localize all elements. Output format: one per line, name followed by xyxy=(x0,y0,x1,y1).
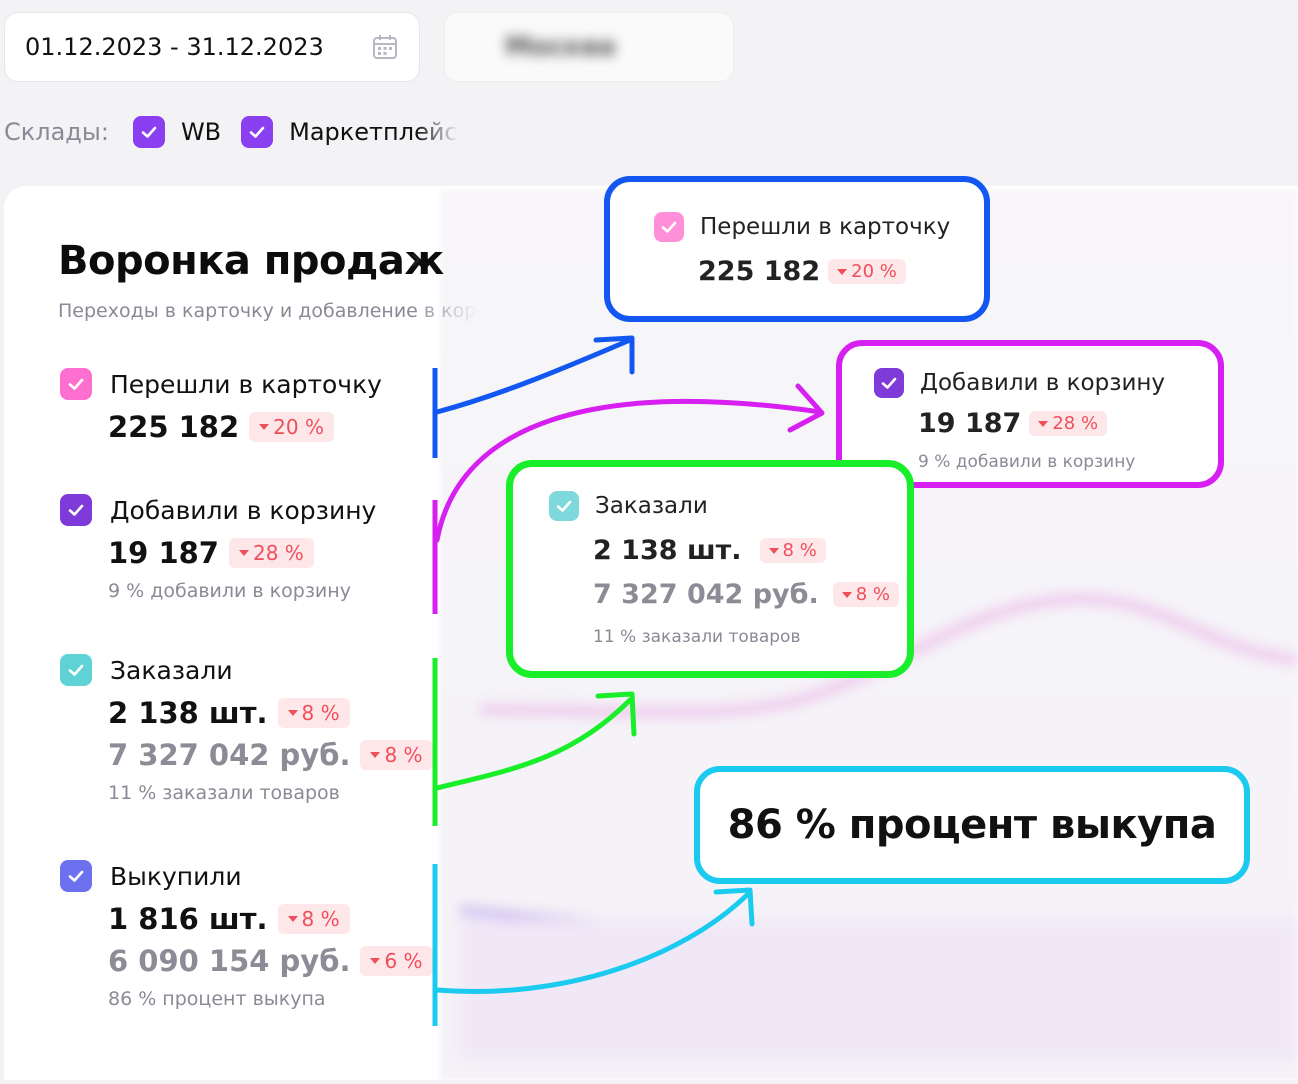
callout-value-secondary: 7 327 042 руб. xyxy=(593,579,819,610)
change-badge: 8 % xyxy=(759,538,826,563)
down-triangle-icon xyxy=(1038,420,1049,427)
metric-label: Добавили в корзину xyxy=(110,495,377,525)
warehouse-wb-label: WB xyxy=(180,118,222,146)
callout-buyout: 86 % процент выкупа xyxy=(694,766,1250,884)
down-triangle-icon xyxy=(259,424,270,430)
checkbox-checked-icon xyxy=(549,491,579,521)
change-badge: 6 % xyxy=(360,946,433,976)
down-triangle-icon xyxy=(837,268,848,275)
metric-value: 2 138 шт. xyxy=(108,696,268,730)
down-triangle-icon xyxy=(287,710,298,716)
chevron-right-icon[interactable]: › xyxy=(410,242,422,277)
checkbox-checked-icon[interactable] xyxy=(132,116,165,148)
callout-value: 225 182 xyxy=(698,256,821,287)
callout-value: 2 138 шт. xyxy=(593,535,742,566)
change-badge: 28 % xyxy=(229,538,314,568)
callout-value: 19 187 xyxy=(918,408,1022,439)
change-badge: 20 % xyxy=(249,412,334,442)
metric-label: Выкупили xyxy=(110,861,242,891)
metric-value: 19 187 xyxy=(108,536,219,570)
metric-label: Перешли в карточку xyxy=(110,369,382,399)
metric-label: Заказали xyxy=(110,655,233,685)
metric-cart: Добавили в корзину 19 187 28 % 9 % добав… xyxy=(60,494,376,602)
checkbox-checked-icon[interactable] xyxy=(60,368,92,400)
change-badge: 8 % xyxy=(832,582,900,607)
change-badge: 8 % xyxy=(277,698,350,728)
down-triangle-icon xyxy=(768,547,779,554)
checkbox-checked-icon[interactable] xyxy=(60,654,92,686)
calendar-icon[interactable] xyxy=(371,33,399,61)
callout-orders: Заказали 2 138 шт. 8 % 7 327 042 руб. 8 … xyxy=(506,460,914,678)
funnel-subtitle: Переходы в карточку и добавление в корзи… xyxy=(58,300,478,322)
down-triangle-icon xyxy=(370,752,381,758)
callout-cards: Перешли в карточку 225 182 20 % xyxy=(604,176,990,322)
checkbox-checked-icon[interactable] xyxy=(241,116,274,148)
metric-hint: 9 % добавили в корзину xyxy=(108,580,351,602)
metric-value: 1 816 шт. xyxy=(108,902,268,936)
warehouses-label: Склады: xyxy=(4,118,109,146)
change-badge: 8 % xyxy=(360,740,433,770)
checkbox-checked-icon[interactable] xyxy=(60,494,92,526)
metric-value: 225 182 xyxy=(108,410,240,444)
down-triangle-icon xyxy=(841,591,852,598)
page-title[interactable]: Воронка продаж xyxy=(58,238,444,284)
down-triangle-icon xyxy=(370,958,381,964)
metric-buyout: Выкупили 1 816 шт. 8 % 6 090 154 руб. 6 … xyxy=(60,860,433,1010)
callout-hint: 11 % заказали товаров xyxy=(593,627,801,647)
warehouse-marketplace-label: Маркетплейс xyxy=(289,118,458,146)
metric-value-secondary: 6 090 154 руб. xyxy=(108,944,351,978)
down-triangle-icon xyxy=(287,916,298,922)
change-badge: 28 % xyxy=(1029,411,1108,436)
callout-label: Перешли в карточку xyxy=(700,214,951,240)
metric-cards: Перешли в карточку 225 182 20 % xyxy=(60,368,382,444)
callout-label: Добавили в корзину xyxy=(920,370,1166,396)
warehouse-wb-checkbox[interactable]: WB xyxy=(132,116,222,148)
callout-hint: 9 % добавили в корзину xyxy=(918,452,1136,472)
change-badge: 8 % xyxy=(277,904,350,934)
checkbox-checked-icon[interactable] xyxy=(60,860,92,892)
region-select-value: Москва xyxy=(505,32,616,62)
metric-orders: Заказали 2 138 шт. 8 % 7 327 042 руб. 8 … xyxy=(60,654,433,804)
metric-value-secondary: 7 327 042 руб. xyxy=(108,738,351,772)
callout-buyout-text: 86 % процент выкупа xyxy=(727,802,1217,848)
date-range-picker[interactable]: 01.12.2023 - 31.12.2023 xyxy=(4,12,420,82)
metric-hint: 11 % заказали товаров xyxy=(108,782,340,804)
callout-label: Заказали xyxy=(595,493,708,519)
date-range-value: 01.12.2023 - 31.12.2023 xyxy=(25,33,324,61)
metric-hint: 86 % процент выкупа xyxy=(108,988,326,1010)
callout-cart: Добавили в корзину 19 187 28 % 9 % добав… xyxy=(836,340,1224,488)
checkbox-checked-icon xyxy=(654,212,684,242)
warehouses-filter: Склады: WB Маркетплейс xyxy=(4,112,478,152)
checkbox-checked-icon xyxy=(874,368,904,398)
down-triangle-icon xyxy=(239,550,249,556)
warehouse-marketplace-checkbox[interactable]: Маркетплейс xyxy=(241,116,458,148)
change-badge: 20 % xyxy=(828,259,906,284)
region-select[interactable]: Москва xyxy=(444,12,734,82)
